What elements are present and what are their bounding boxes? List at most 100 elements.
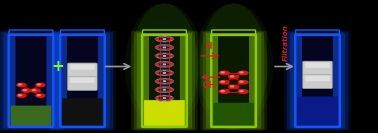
- Circle shape: [229, 85, 239, 89]
- Circle shape: [159, 70, 162, 71]
- FancyBboxPatch shape: [213, 103, 254, 126]
- Circle shape: [155, 81, 158, 82]
- FancyBboxPatch shape: [305, 76, 330, 81]
- FancyBboxPatch shape: [137, 33, 192, 129]
- Circle shape: [167, 62, 170, 63]
- Circle shape: [167, 53, 170, 55]
- FancyBboxPatch shape: [203, 32, 264, 130]
- Circle shape: [230, 76, 234, 77]
- FancyBboxPatch shape: [9, 36, 15, 125]
- Circle shape: [22, 89, 31, 92]
- Circle shape: [155, 98, 158, 99]
- Circle shape: [167, 70, 170, 71]
- Circle shape: [238, 80, 248, 84]
- Circle shape: [155, 64, 158, 65]
- Circle shape: [167, 37, 170, 38]
- FancyBboxPatch shape: [297, 96, 338, 126]
- Circle shape: [170, 81, 174, 82]
- FancyBboxPatch shape: [0, 32, 62, 130]
- FancyBboxPatch shape: [143, 30, 186, 36]
- Circle shape: [170, 39, 174, 40]
- Circle shape: [170, 64, 174, 65]
- FancyBboxPatch shape: [211, 35, 256, 127]
- Circle shape: [163, 98, 166, 99]
- Circle shape: [167, 49, 170, 50]
- Circle shape: [167, 91, 170, 92]
- FancyBboxPatch shape: [180, 36, 186, 125]
- Circle shape: [167, 57, 170, 58]
- Circle shape: [167, 83, 170, 84]
- FancyBboxPatch shape: [284, 31, 351, 131]
- Circle shape: [17, 83, 26, 87]
- Circle shape: [19, 95, 22, 96]
- Circle shape: [221, 90, 225, 92]
- Circle shape: [159, 87, 162, 88]
- FancyBboxPatch shape: [295, 35, 340, 127]
- FancyBboxPatch shape: [68, 76, 97, 90]
- Circle shape: [219, 90, 229, 93]
- Circle shape: [159, 40, 162, 41]
- Circle shape: [163, 72, 166, 73]
- Circle shape: [167, 87, 170, 88]
- Circle shape: [163, 39, 166, 40]
- Ellipse shape: [125, 3, 204, 130]
- FancyBboxPatch shape: [61, 36, 67, 125]
- FancyBboxPatch shape: [142, 35, 187, 127]
- Ellipse shape: [130, 3, 198, 130]
- Circle shape: [31, 89, 40, 92]
- FancyBboxPatch shape: [49, 31, 116, 131]
- Circle shape: [170, 47, 174, 48]
- FancyBboxPatch shape: [296, 30, 339, 36]
- Circle shape: [163, 89, 166, 90]
- Circle shape: [159, 37, 162, 38]
- Circle shape: [230, 86, 234, 87]
- Circle shape: [163, 81, 166, 82]
- FancyBboxPatch shape: [249, 36, 255, 125]
- Circle shape: [159, 53, 162, 55]
- Circle shape: [167, 66, 170, 67]
- FancyBboxPatch shape: [134, 32, 195, 130]
- Circle shape: [17, 94, 26, 97]
- Circle shape: [19, 84, 22, 85]
- FancyBboxPatch shape: [11, 106, 51, 126]
- Circle shape: [167, 74, 170, 75]
- Circle shape: [159, 45, 162, 46]
- Circle shape: [159, 100, 162, 101]
- Ellipse shape: [200, 3, 268, 130]
- FancyBboxPatch shape: [206, 33, 261, 129]
- Circle shape: [229, 75, 239, 79]
- FancyBboxPatch shape: [55, 33, 110, 129]
- Circle shape: [155, 55, 158, 57]
- Circle shape: [170, 72, 174, 73]
- FancyBboxPatch shape: [60, 35, 105, 127]
- Text: OH⁻: OH⁻: [203, 81, 219, 90]
- Circle shape: [159, 79, 162, 80]
- FancyBboxPatch shape: [296, 36, 302, 125]
- Text: +: +: [51, 59, 64, 74]
- FancyBboxPatch shape: [98, 36, 104, 125]
- Circle shape: [170, 98, 174, 99]
- Circle shape: [159, 74, 162, 75]
- FancyBboxPatch shape: [287, 32, 348, 130]
- Circle shape: [221, 81, 225, 82]
- FancyBboxPatch shape: [3, 33, 59, 129]
- Circle shape: [163, 64, 166, 65]
- Circle shape: [167, 40, 170, 41]
- FancyBboxPatch shape: [200, 31, 267, 131]
- Circle shape: [167, 79, 170, 80]
- Circle shape: [167, 45, 170, 46]
- Text: H⁺: H⁺: [206, 42, 216, 51]
- Circle shape: [23, 90, 26, 91]
- Circle shape: [238, 71, 248, 75]
- FancyBboxPatch shape: [46, 36, 53, 125]
- Circle shape: [155, 89, 158, 90]
- FancyBboxPatch shape: [70, 64, 94, 70]
- Circle shape: [167, 100, 170, 101]
- Circle shape: [155, 47, 158, 48]
- Circle shape: [159, 91, 162, 92]
- Ellipse shape: [194, 3, 273, 130]
- Circle shape: [170, 55, 174, 57]
- FancyBboxPatch shape: [131, 31, 198, 131]
- FancyBboxPatch shape: [52, 32, 113, 130]
- Circle shape: [219, 71, 229, 75]
